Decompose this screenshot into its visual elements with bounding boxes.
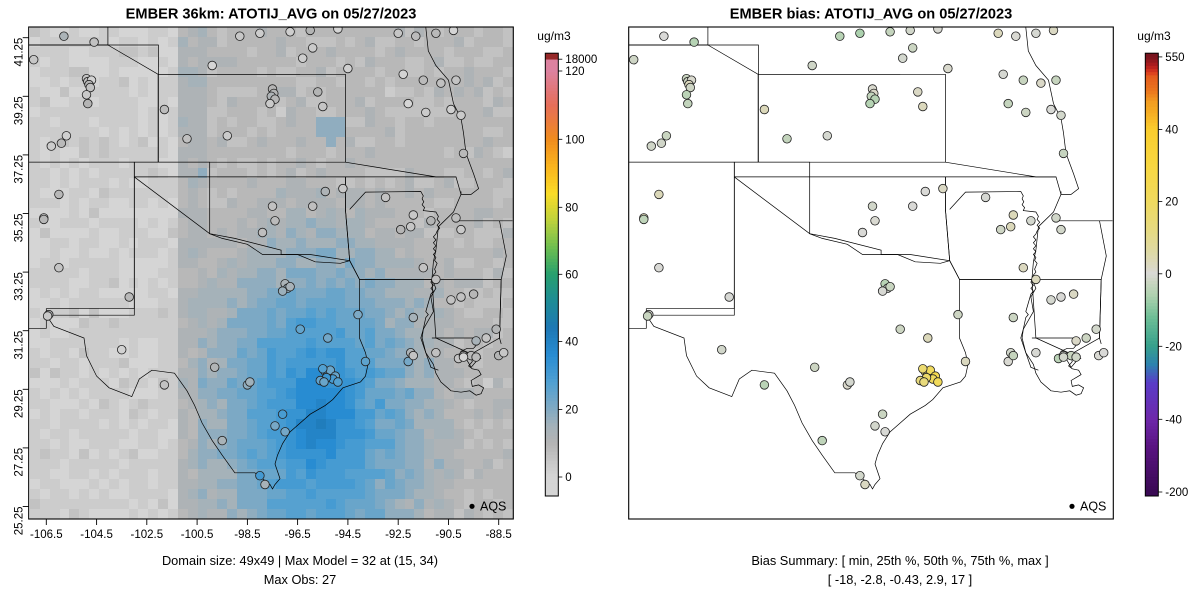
svg-text:AQS: AQS — [1080, 499, 1106, 513]
svg-text:39.25: 39.25 — [14, 96, 26, 125]
svg-text:25.25: 25.25 — [14, 507, 26, 536]
svg-text:20: 20 — [565, 404, 578, 416]
svg-text:37.25: 37.25 — [14, 155, 26, 184]
svg-text:27.25: 27.25 — [14, 448, 26, 477]
svg-text:EMBER 36km: ATOTIJ_AVG on 05/2: EMBER 36km: ATOTIJ_AVG on 05/27/2023 — [126, 7, 417, 23]
svg-text:40: 40 — [565, 336, 578, 348]
svg-text:EMBER bias: ATOTIJ_AVG on 05/2: EMBER bias: ATOTIJ_AVG on 05/27/2023 — [730, 7, 1013, 23]
svg-text:-94.5: -94.5 — [335, 529, 361, 541]
svg-text:41.25: 41.25 — [14, 38, 26, 67]
svg-text:0: 0 — [565, 472, 571, 484]
svg-text:40: 40 — [1165, 125, 1178, 137]
svg-text:-92.5: -92.5 — [385, 529, 411, 541]
svg-text:-90.5: -90.5 — [435, 529, 461, 541]
svg-text:-200: -200 — [1165, 487, 1188, 499]
svg-text:-40: -40 — [1165, 414, 1182, 426]
svg-text:33.25: 33.25 — [14, 272, 26, 301]
svg-text:-20: -20 — [1165, 341, 1182, 353]
svg-text:20: 20 — [1165, 197, 1178, 209]
svg-text:120: 120 — [565, 66, 584, 78]
svg-text:-102.5: -102.5 — [130, 529, 163, 541]
svg-text:18000: 18000 — [565, 54, 597, 66]
svg-text:100: 100 — [565, 134, 584, 146]
svg-text:80: 80 — [565, 202, 578, 214]
svg-text:35.25: 35.25 — [14, 214, 26, 243]
svg-text:550: 550 — [1165, 52, 1184, 64]
svg-text:60: 60 — [565, 269, 578, 281]
svg-text:-96.5: -96.5 — [284, 529, 310, 541]
svg-text:AQS: AQS — [480, 499, 506, 513]
svg-text:-100.5: -100.5 — [181, 529, 214, 541]
svg-text:ug/m3: ug/m3 — [1137, 29, 1171, 43]
svg-text:-98.5: -98.5 — [234, 529, 260, 541]
svg-text:29.25: 29.25 — [14, 389, 26, 418]
svg-text:0: 0 — [1165, 269, 1171, 281]
svg-text:ug/m3: ug/m3 — [537, 29, 571, 43]
svg-text:-106.5: -106.5 — [30, 529, 63, 541]
svg-text:-88.5: -88.5 — [486, 529, 512, 541]
svg-text:-104.5: -104.5 — [80, 529, 113, 541]
svg-text:31.25: 31.25 — [14, 331, 26, 360]
